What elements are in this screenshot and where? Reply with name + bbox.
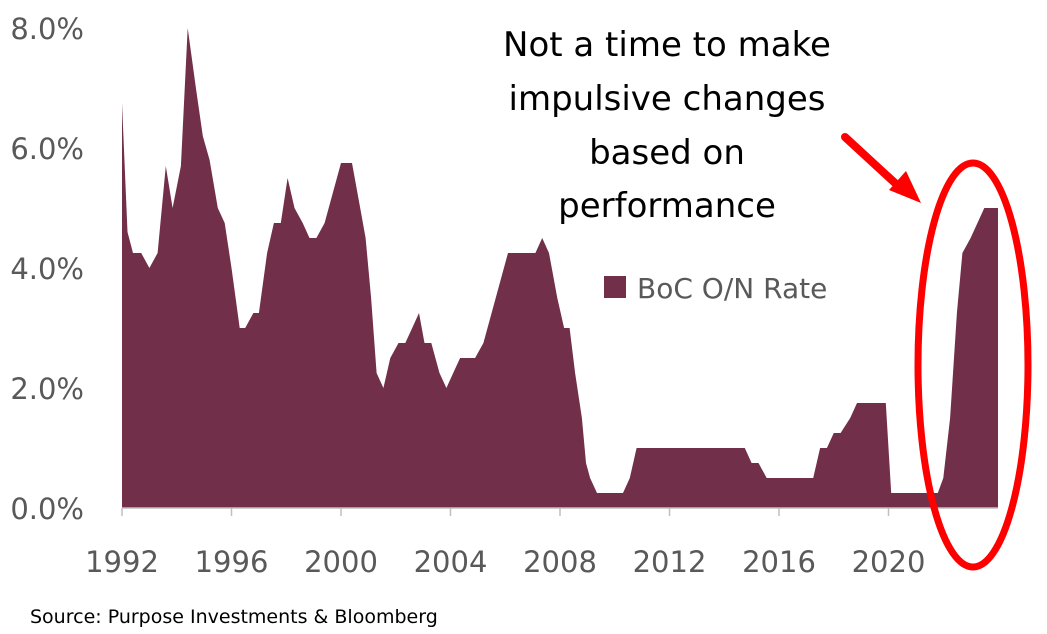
x-tick-label: 2008 [523, 545, 597, 579]
legend-swatch [604, 276, 626, 298]
y-tick-label: 4.0% [10, 252, 84, 286]
arrow-shaft [841, 133, 899, 187]
annotation-line-4: performance [558, 186, 776, 226]
source-note: Source: Purpose Investments & Bloomberg [30, 606, 438, 628]
area-layer [122, 28, 998, 508]
x-tick-label: 2012 [633, 545, 707, 579]
annotation-line-1: Not a time to make [503, 25, 831, 65]
annotation-arrow [841, 133, 921, 203]
x-tick-label: 1992 [85, 545, 159, 579]
x-axis [121, 507, 998, 516]
x-tick-label: 1996 [195, 545, 269, 579]
y-axis-tick-labels: 0.0% 2.0% 4.0% 6.0% 8.0% [10, 12, 84, 526]
annotation-line-3: based on [589, 133, 745, 173]
y-tick-label: 8.0% [10, 12, 84, 46]
arrow-head [889, 171, 921, 203]
series-area-0 [122, 28, 998, 508]
y-tick-label: 6.0% [10, 132, 84, 166]
x-tick-label: 2004 [414, 545, 488, 579]
x-tick-label: 2000 [304, 545, 378, 579]
y-tick-label: 0.0% [10, 492, 84, 526]
legend-label: BoC O/N Rate [637, 272, 827, 305]
annotation-line-2: impulsive changes [509, 79, 826, 119]
legend: BoC O/N Rate [604, 272, 827, 305]
highlight-ellipse [914, 159, 1032, 571]
x-tick-label: 2016 [742, 545, 816, 579]
annotation-text: Not a time to make impulsive changes bas… [503, 25, 831, 226]
x-axis-tick-labels: 1992 1996 2000 2004 2008 2012 2016 2020 [85, 545, 925, 579]
y-tick-label: 2.0% [10, 372, 84, 406]
x-tick-label: 2020 [852, 545, 926, 579]
